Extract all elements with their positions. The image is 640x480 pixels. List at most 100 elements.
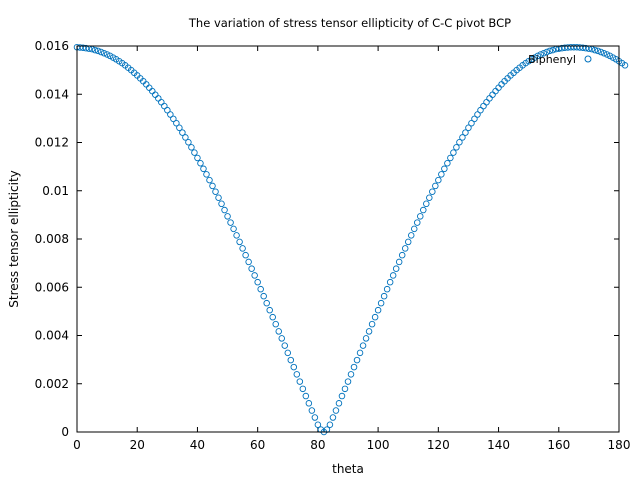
data-point <box>332 407 340 414</box>
legend: Biphenyl <box>528 53 592 66</box>
data-point <box>489 91 496 98</box>
data-point <box>407 232 415 239</box>
data-point <box>91 46 99 54</box>
y-tick-label: 0.004 <box>35 329 69 343</box>
data-point <box>459 134 466 141</box>
data-point <box>534 52 541 60</box>
y-tick-label: 0.002 <box>35 377 69 391</box>
data-point <box>474 111 481 118</box>
data-point <box>603 51 611 58</box>
data-point <box>338 392 346 400</box>
data-point <box>579 44 587 51</box>
data-point <box>374 306 382 314</box>
data-point <box>149 87 156 95</box>
data-point <box>368 320 376 328</box>
data-point <box>233 232 240 239</box>
data-point <box>227 219 234 226</box>
data-point <box>176 124 183 132</box>
data-point <box>326 421 334 429</box>
data-point <box>453 144 460 151</box>
data-point <box>480 102 487 110</box>
y-tick-label: 0.012 <box>35 136 69 150</box>
data-point <box>191 149 198 156</box>
data-point <box>573 43 581 51</box>
data-point <box>269 313 276 321</box>
data-point <box>209 182 216 190</box>
data-point <box>335 400 343 407</box>
data-point <box>182 134 189 141</box>
data-point <box>558 44 566 52</box>
data-point <box>341 385 349 393</box>
data-point <box>308 407 316 414</box>
data-point <box>329 414 337 421</box>
legend-marker-biphenyl <box>584 55 592 63</box>
data-point <box>94 47 102 55</box>
data-point <box>420 206 427 214</box>
data-point <box>417 213 424 220</box>
data-point <box>242 251 249 259</box>
data-point <box>389 272 397 279</box>
data-point <box>395 258 403 266</box>
data-point <box>462 129 469 136</box>
data-point <box>438 171 445 178</box>
data-point <box>401 245 409 252</box>
data-point <box>549 46 557 54</box>
data-point <box>576 44 584 51</box>
data-point <box>621 62 629 69</box>
data-point <box>82 44 90 52</box>
x-tick-label: 60 <box>250 438 265 452</box>
data-point <box>495 84 502 91</box>
data-point <box>477 106 484 114</box>
y-axis-label: Stress tensor ellipticity <box>7 170 21 308</box>
data-point <box>546 47 553 55</box>
data-point <box>540 49 547 57</box>
data-point <box>97 48 105 56</box>
data-point <box>447 154 454 162</box>
data-point <box>444 159 451 167</box>
data-point <box>152 91 159 98</box>
data-point <box>158 98 165 106</box>
data-point <box>299 385 307 393</box>
data-point <box>218 200 225 208</box>
data-point <box>164 106 171 114</box>
data-point <box>272 320 279 328</box>
data-point <box>314 421 322 429</box>
data-point <box>392 265 400 272</box>
data-point <box>561 44 569 51</box>
data-point <box>275 328 282 335</box>
data-point <box>290 363 298 371</box>
data-point <box>386 278 394 286</box>
x-tick-label: 40 <box>190 438 205 452</box>
data-point <box>245 258 252 266</box>
data-point <box>179 129 186 136</box>
data-point <box>212 188 219 195</box>
data-point <box>435 176 442 184</box>
data-point <box>380 292 388 300</box>
data-point <box>251 272 258 279</box>
y-tick-label: 0.008 <box>35 232 69 246</box>
data-point <box>347 371 355 378</box>
x-tick-label: 120 <box>427 438 450 452</box>
data-point <box>365 328 373 335</box>
data-point <box>248 265 255 272</box>
data-point <box>350 363 358 371</box>
y-tick-label: 0.01 <box>42 184 69 198</box>
data-point <box>239 245 246 252</box>
data-point <box>161 102 168 110</box>
data-point <box>543 48 550 56</box>
x-tick-label: 0 <box>73 438 81 452</box>
data-point <box>284 349 292 357</box>
data-point <box>356 349 364 357</box>
data-point <box>483 98 490 106</box>
data-point <box>296 378 304 385</box>
data-point <box>353 356 361 364</box>
x-tick-label: 20 <box>130 438 145 452</box>
data-point <box>311 414 319 421</box>
data-point <box>254 278 261 286</box>
data-point <box>100 49 108 57</box>
data-point <box>371 313 379 321</box>
data-point <box>302 392 310 400</box>
data-point <box>471 115 478 123</box>
data-point <box>203 171 210 178</box>
